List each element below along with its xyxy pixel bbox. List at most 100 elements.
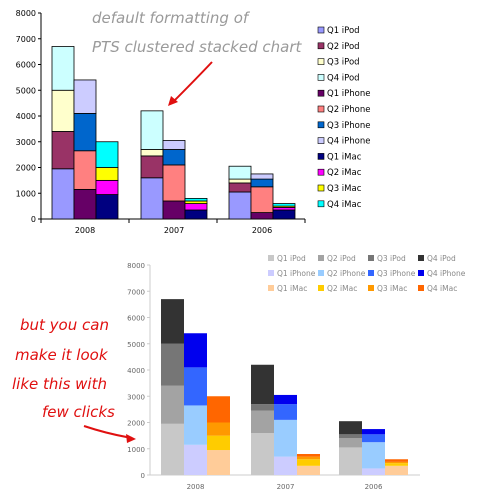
legend-label: Q1 iMac xyxy=(327,152,362,162)
bar-2007-q4-iphone xyxy=(274,394,297,405)
bottom-note-line4: few clicks xyxy=(42,403,115,421)
legend-swatch xyxy=(318,285,324,291)
legend-swatch xyxy=(368,270,374,276)
legend-swatch xyxy=(318,270,324,276)
legend-label: Q1 iPod xyxy=(327,26,360,36)
bar-2007-q2-iphone xyxy=(274,419,297,457)
legend-swatch xyxy=(368,255,374,261)
bar-2007-q3-iphone xyxy=(162,149,186,166)
bar-2008-q4-iphone xyxy=(73,79,97,114)
legend-swatch xyxy=(317,168,325,176)
legend-label: Q1 iMac xyxy=(277,284,307,293)
bar-2007-q2-ipod xyxy=(251,410,274,433)
legend-swatch xyxy=(317,200,325,208)
bar-2006-q3-ipod xyxy=(228,178,252,184)
bar-2007-q4-imac xyxy=(297,454,320,457)
y-tick-label: 6000 xyxy=(16,61,36,70)
bar-2008-q1-ipod xyxy=(51,168,75,220)
y-tick-label: 3000 xyxy=(16,138,36,147)
bar-2008-q3-ipod xyxy=(161,343,184,386)
legend-label: Q2 iPod xyxy=(327,254,356,263)
legend-label: Q4 iPod xyxy=(427,254,456,263)
bar-2007-q1-ipod xyxy=(140,177,164,220)
legend-label: Q2 iMac xyxy=(327,284,357,293)
legend-label: Q1 iPhone xyxy=(327,89,371,99)
bar-2007-q3-imac xyxy=(297,456,320,460)
bar-2007-q4-ipod xyxy=(251,364,274,405)
bar-2006-q2-imac xyxy=(385,463,408,466)
bar-2008-q4-imac xyxy=(207,396,230,423)
bar-2008-q4-ipod xyxy=(161,299,184,344)
bar-2008-q4-iphone xyxy=(184,333,207,368)
bar-2006-q3-iphone xyxy=(250,178,274,188)
legend-label: Q2 iPhone xyxy=(327,269,366,278)
legend-label: Q1 iPod xyxy=(277,254,306,263)
y-tick-label: 1000 xyxy=(16,189,36,198)
bar-2006-q2-ipod xyxy=(339,438,362,448)
legend-label: Q3 iPhone xyxy=(377,269,416,278)
bar-2008-q2-imac xyxy=(207,435,230,451)
bar-2008-q2-ipod xyxy=(51,131,75,170)
legend-swatch xyxy=(368,285,374,291)
bottom-note-line2: make it look xyxy=(15,346,109,364)
legend-label: Q2 iPhone xyxy=(327,105,371,115)
x-tick-label: 2008 xyxy=(187,483,205,491)
bar-2008-q1-ipod xyxy=(161,423,184,475)
bar-2008-q4-imac xyxy=(95,141,119,168)
bar-2006-q4-ipod xyxy=(228,165,252,180)
legend-label: Q3 iPod xyxy=(377,254,406,263)
legend-swatch xyxy=(317,74,325,81)
legend-label: Q2 iMac xyxy=(327,168,362,178)
y-tick-label: 4000 xyxy=(127,367,145,375)
y-tick-label: 8000 xyxy=(16,9,36,18)
y-tick-label: 5000 xyxy=(127,341,145,349)
bar-2006-q4-iphone xyxy=(362,429,385,435)
bar-2008-q3-ipod xyxy=(51,89,75,132)
bar-2006-q3-imac xyxy=(385,461,408,464)
legend-swatch xyxy=(317,153,325,160)
legend-label: Q4 iPhone xyxy=(427,269,466,278)
y-tick-label: 7000 xyxy=(127,288,145,296)
bar-2008-q2-ipod xyxy=(161,385,184,424)
x-tick-label: 2008 xyxy=(75,226,95,235)
bar-2008-q2-iphone xyxy=(73,150,97,190)
y-tick-label: 0 xyxy=(31,215,36,224)
bar-2008-q4-ipod xyxy=(51,46,75,91)
y-tick-label: 8000 xyxy=(127,262,145,270)
bar-2008-q1-iphone xyxy=(184,444,207,475)
bar-2007-q2-imac xyxy=(297,459,320,466)
legend-swatch xyxy=(317,137,325,144)
legend-swatch xyxy=(268,270,274,276)
bar-2007-q2-imac xyxy=(184,203,208,211)
top-note-line2: PTS clustered stacked chart xyxy=(92,38,302,56)
legend-swatch xyxy=(318,255,324,261)
y-tick-label: 4000 xyxy=(16,112,36,121)
bar-2007-q1-imac xyxy=(184,209,208,220)
y-tick-label: 2000 xyxy=(127,420,145,428)
y-tick-label: 5000 xyxy=(16,86,36,95)
legend-label: Q4 iPhone xyxy=(327,137,371,147)
bottom-arrow xyxy=(83,425,136,443)
default-chart: 0 1000 2000 3000 4000 5000 6000 7000 8000 2008 200… xyxy=(16,9,371,235)
bar-2007-q1-iphone xyxy=(274,456,297,475)
y-tick-label: 1000 xyxy=(127,446,145,454)
legend-swatch xyxy=(317,105,325,113)
bar-2008-q3-iphone xyxy=(73,113,97,152)
bar-2007-q2-iphone xyxy=(162,164,186,202)
bar-2007-q4-ipod xyxy=(140,110,164,150)
x-tick-label: 2006 xyxy=(252,226,272,235)
bar-2006-q2-iphone xyxy=(250,186,274,213)
bar-2006-q2-ipod xyxy=(228,182,252,193)
bar-2008-q1-iphone xyxy=(73,188,97,220)
bar-2007-q2-ipod xyxy=(140,155,164,179)
bar-2006-q3-ipod xyxy=(339,434,362,439)
bottom-note-line1: but you can xyxy=(20,316,109,334)
legend-swatch xyxy=(268,255,274,261)
legend-label: Q4 iPod xyxy=(327,73,360,83)
y-tick-label: 2000 xyxy=(16,164,36,173)
bar-2006-q4-iphone xyxy=(250,173,274,180)
legend-label: Q3 iMac xyxy=(327,184,362,194)
legend-swatch xyxy=(317,89,325,97)
bottom-note-line3: like this with xyxy=(12,375,107,393)
